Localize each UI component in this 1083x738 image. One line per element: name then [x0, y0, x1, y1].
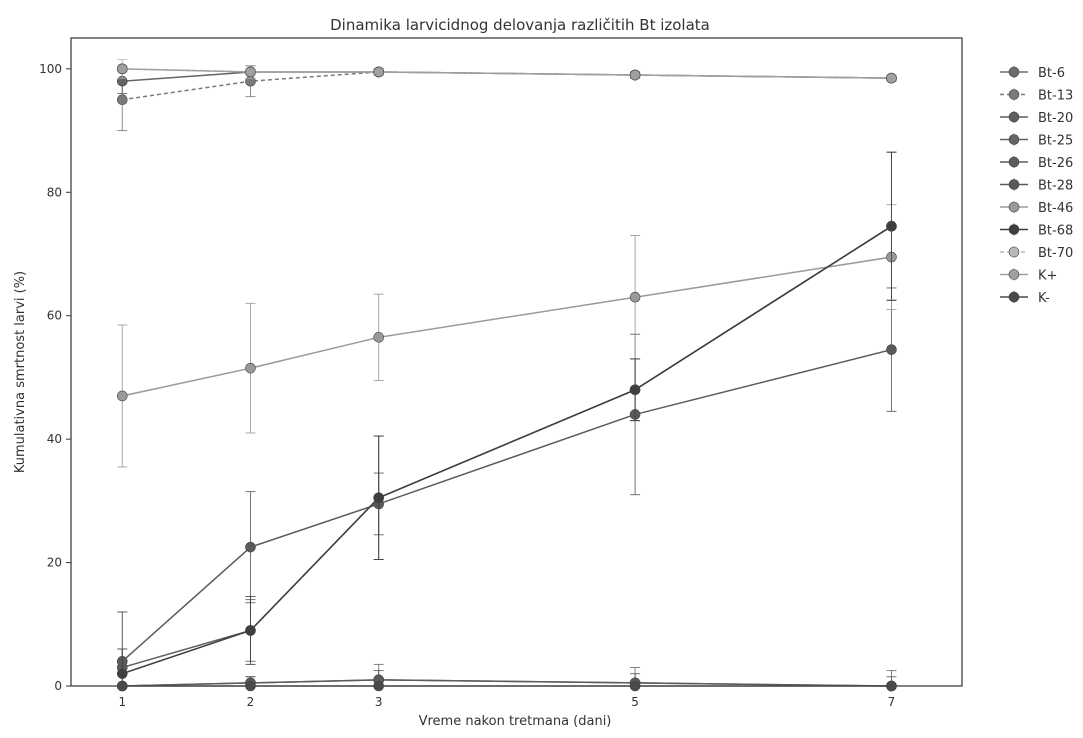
data-point: [116, 668, 128, 679]
legend-marker: [1008, 156, 1020, 168]
data-point: [116, 680, 128, 692]
legend-item-bt-26: Bt-26: [1000, 156, 1073, 171]
x-axis-label: Vreme nakon tretmana (dani): [419, 714, 612, 729]
data-point: [245, 362, 256, 374]
legend-label: Bt-26: [1038, 156, 1073, 171]
series-bt-46: [116, 204, 897, 468]
legend-marker: [1008, 134, 1020, 145]
legend-marker: [1008, 111, 1020, 123]
series-layer: [116, 59, 897, 692]
legend-item-bt-46: Bt-46: [1000, 201, 1073, 216]
x-tick-label: 7: [888, 695, 896, 709]
legend-item-bt-13: Bt-13: [1000, 88, 1073, 104]
y-tick-label: 80: [47, 185, 62, 199]
y-tick-label: 100: [39, 62, 62, 76]
legend-marker: [1008, 201, 1020, 213]
data-point: [245, 66, 256, 78]
legend: Bt-6 Bt-13 Bt-20 Bt-25 Bt-26 Bt-28 Bt-46 Bt-68 B…: [1000, 66, 1073, 306]
y-tick-label: 60: [47, 309, 62, 323]
data-point: [886, 220, 897, 232]
legend-marker: [1008, 269, 1020, 280]
x-axis-ticks: 1 2 3 5 7: [118, 686, 895, 709]
legend-marker: [1008, 179, 1020, 190]
legend-marker: [1008, 89, 1020, 100]
legend-item-bt-20: Bt-20: [1000, 111, 1073, 126]
legend-label: Bt-25: [1038, 134, 1073, 149]
legend-marker: [1008, 291, 1020, 303]
legend-item-bt-25: Bt-25: [1000, 133, 1073, 149]
y-tick-label: 40: [47, 432, 62, 446]
data-point: [629, 680, 641, 692]
legend-marker: [1008, 224, 1020, 235]
legend-label: Bt-20: [1038, 111, 1073, 126]
legend-label: K-: [1038, 291, 1050, 306]
y-tick-label: 0: [54, 679, 62, 693]
data-point: [373, 332, 384, 343]
legend-label: Bt-68: [1038, 224, 1073, 239]
legend-label: Bt-28: [1038, 179, 1073, 194]
x-tick-label: 3: [375, 695, 383, 709]
data-point: [116, 63, 128, 75]
legend-label: Bt-13: [1038, 89, 1073, 104]
series-kplus: [116, 63, 897, 84]
data-point: [116, 94, 128, 106]
data-point: [373, 66, 384, 78]
legend-label: Bt-6: [1038, 66, 1065, 81]
data-point: [116, 390, 128, 402]
legend-item-bt-6: Bt-6: [1000, 66, 1065, 81]
x-tick-label: 5: [631, 695, 639, 709]
legend-label: Bt-70: [1038, 246, 1073, 261]
legend-marker: [1008, 66, 1020, 78]
chart-title: Dinamika larvicidnog delovanja različiti…: [330, 16, 710, 34]
x-tick-label: 1: [118, 695, 126, 709]
series-bt-68: [116, 151, 897, 687]
data-point: [886, 680, 897, 692]
legend-item-bt-28: Bt-28: [1000, 178, 1073, 194]
series-kminus: [116, 680, 897, 692]
data-point: [629, 384, 641, 396]
series-line: [122, 71, 892, 101]
y-tick-label: 20: [47, 556, 62, 570]
legend-marker: [1008, 246, 1020, 258]
data-point: [373, 680, 384, 692]
data-point: [373, 492, 384, 504]
legend-label: Bt-46: [1038, 201, 1073, 216]
legend-item-kplus: K+: [1000, 268, 1057, 284]
plot-area: [70, 37, 963, 687]
legend-label: K+: [1038, 269, 1057, 284]
data-point: [629, 291, 641, 303]
legend-item-bt-70: Bt-70: [1000, 246, 1073, 261]
data-point: [886, 344, 897, 355]
data-point: [245, 541, 256, 553]
data-point: [245, 625, 256, 636]
legend-item-bt-68: Bt-68: [1000, 223, 1073, 239]
y-axis-label: Kumulativna smrtnost larvi (%): [13, 271, 28, 473]
data-point: [629, 69, 641, 81]
data-point: [245, 680, 256, 692]
legend-item-kminus: K-: [1000, 291, 1050, 306]
data-point: [886, 72, 897, 84]
x-tick-label: 2: [247, 695, 255, 709]
y-axis-ticks: 0 20 40 60 80 100: [39, 62, 71, 693]
